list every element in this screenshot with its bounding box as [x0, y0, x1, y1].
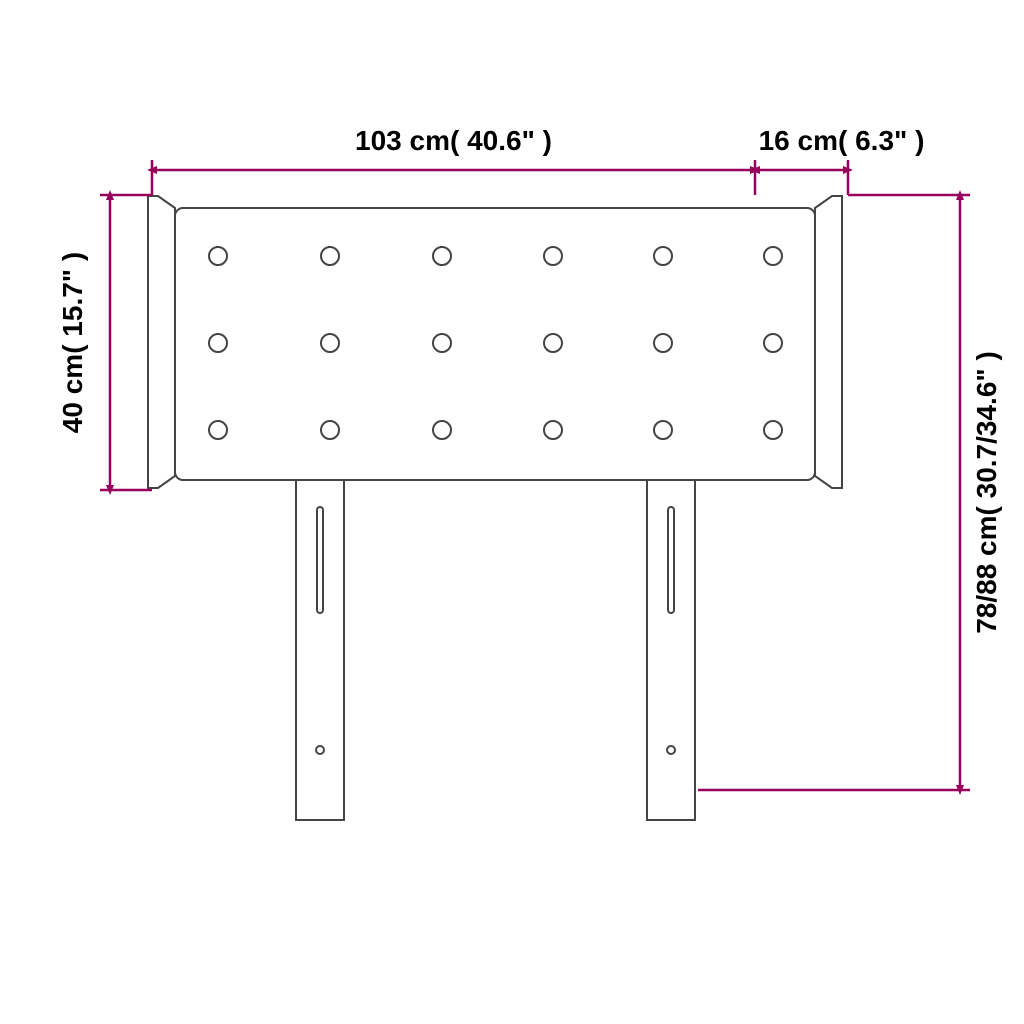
dimension-label: 103 cm( 40.6" ): [355, 125, 552, 156]
tuft-button: [764, 421, 782, 439]
tuft-button: [433, 334, 451, 352]
tuft-button: [209, 421, 227, 439]
tuft-button: [654, 334, 672, 352]
tuft-button: [764, 334, 782, 352]
dimension-label: 78/88 cm( 30.7/34.6" ): [971, 351, 1002, 634]
tuft-button: [544, 421, 562, 439]
headboard-wing-left: [148, 196, 175, 488]
tuft-button: [654, 421, 672, 439]
tuft-button: [764, 247, 782, 265]
tuft-button: [433, 247, 451, 265]
tuft-button: [209, 247, 227, 265]
headboard-leg: [647, 480, 695, 820]
tuft-button: [433, 421, 451, 439]
headboard-leg: [296, 480, 344, 820]
tuft-button: [209, 334, 227, 352]
tuft-button: [544, 334, 562, 352]
tuft-button: [321, 421, 339, 439]
dimension-label: 40 cm( 15.7" ): [57, 252, 88, 433]
headboard-wing-right: [815, 196, 842, 488]
dimension-label: 16 cm( 6.3" ): [759, 125, 925, 156]
tuft-button: [654, 247, 672, 265]
tuft-button: [321, 247, 339, 265]
headboard-panel: [175, 208, 815, 480]
tuft-button: [321, 334, 339, 352]
tuft-button: [544, 247, 562, 265]
